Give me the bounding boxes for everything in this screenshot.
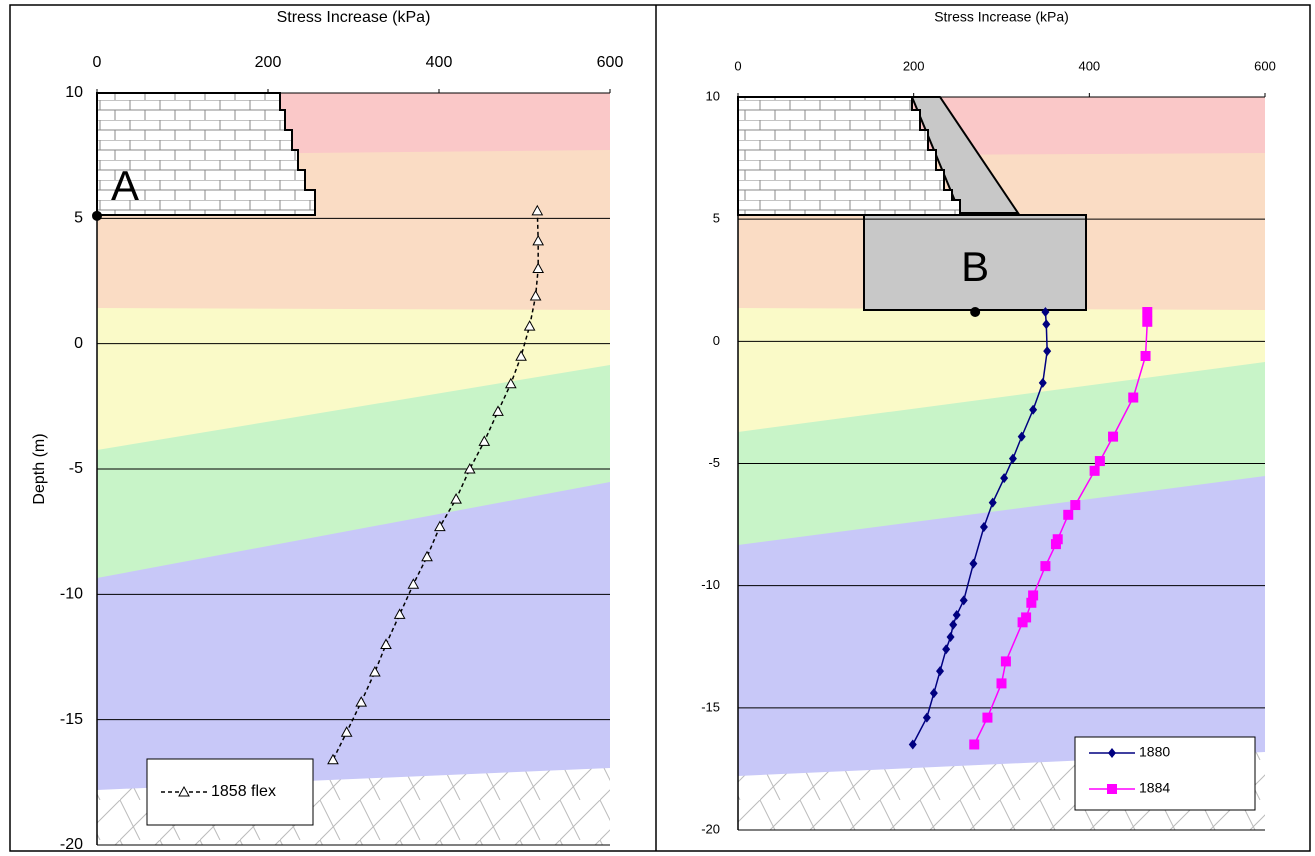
- marker: [1040, 561, 1051, 572]
- marker: [1000, 473, 1009, 484]
- annotation-label: B: [961, 243, 989, 290]
- legend-marker: [1108, 748, 1116, 758]
- marker: [369, 666, 381, 677]
- marker: [988, 497, 997, 508]
- y-tick-label: 5: [713, 211, 720, 226]
- y-tick-label: -5: [69, 460, 83, 477]
- x-tick-label: 200: [255, 54, 282, 71]
- marker: [949, 619, 958, 630]
- marker: [1026, 597, 1037, 608]
- marker: [1142, 316, 1153, 327]
- marker: [532, 262, 545, 273]
- marker: [1089, 465, 1100, 476]
- marker: [340, 726, 353, 737]
- marker: [523, 320, 536, 331]
- y-tick-label: 0: [74, 335, 83, 352]
- marker: [969, 739, 980, 750]
- legend-label: 1858 flex: [211, 783, 276, 800]
- marker: [1017, 431, 1026, 442]
- marker: [942, 644, 951, 655]
- marker: [380, 638, 392, 649]
- marker: [1140, 350, 1151, 361]
- marker: [922, 712, 931, 723]
- legend-label: 1884: [1139, 780, 1170, 796]
- marker: [1094, 456, 1105, 467]
- y-tick-label: -20: [701, 821, 720, 836]
- marker: [908, 739, 917, 750]
- x-tick-label: 400: [426, 54, 453, 71]
- x-tick-label: 0: [734, 58, 741, 73]
- marker: [946, 631, 955, 642]
- marker: [421, 550, 433, 562]
- marker: [996, 678, 1007, 689]
- y-tick-label: 0: [713, 333, 720, 348]
- marker: [450, 493, 462, 504]
- marker: [1017, 617, 1028, 628]
- marker: [1070, 500, 1081, 511]
- marker: [434, 520, 446, 532]
- marker: [1142, 307, 1153, 318]
- y-tick-label: -10: [60, 586, 83, 603]
- marker: [982, 712, 993, 723]
- series-line: [332, 210, 539, 761]
- marker: [1050, 539, 1061, 550]
- x-tick-label: 200: [903, 58, 925, 73]
- marker: [1063, 509, 1074, 520]
- marker: [355, 696, 368, 707]
- y-tick-label: -15: [60, 711, 83, 728]
- marker: [969, 558, 978, 569]
- legend-marker: [178, 785, 190, 797]
- marker: [1042, 319, 1051, 330]
- y-tick-label: 10: [65, 84, 83, 101]
- marker: [504, 377, 517, 389]
- marker: [393, 608, 406, 619]
- marker: [532, 234, 545, 246]
- legend-marker: [1107, 784, 1117, 794]
- x-tick-label: 600: [597, 54, 624, 71]
- marker: [515, 350, 527, 361]
- legend-label: 1880: [1139, 744, 1170, 760]
- marker: [529, 290, 542, 301]
- frame: [9, 4, 1311, 852]
- y-tick-label: 5: [74, 210, 83, 227]
- marker: [1041, 307, 1050, 318]
- legend-box: [1074, 736, 1256, 811]
- y-axis-title: Depth (m): [31, 433, 48, 504]
- marker: [959, 595, 968, 606]
- marker: [936, 666, 945, 677]
- marker: [531, 204, 544, 216]
- y-tick-label: 10: [706, 88, 720, 103]
- marker: [929, 688, 938, 699]
- marker: [1128, 392, 1139, 403]
- marker: [1038, 377, 1047, 388]
- marker: [979, 522, 988, 533]
- legend-box: [146, 758, 314, 826]
- annotation-label: A: [111, 162, 139, 209]
- annotation-point: [92, 210, 102, 221]
- marker: [1043, 346, 1052, 357]
- marker: [407, 578, 420, 589]
- y-tick-label: -20: [60, 836, 83, 853]
- x-tick-label: 0: [93, 54, 102, 71]
- x-tick-label: 600: [1254, 58, 1276, 73]
- marker: [1008, 453, 1017, 464]
- x-axis-title: Stress Increase (kPa): [277, 9, 431, 26]
- x-tick-label: 400: [1078, 58, 1100, 73]
- marker: [327, 753, 339, 765]
- marker: [478, 435, 491, 446]
- marker: [1000, 656, 1011, 667]
- marker: [952, 609, 961, 620]
- marker: [1029, 404, 1038, 415]
- annotation-point: [970, 307, 981, 318]
- marker: [463, 462, 476, 474]
- marker: [492, 405, 504, 416]
- y-tick-label: -10: [701, 577, 720, 592]
- y-tick-label: -15: [701, 699, 720, 714]
- x-axis-title: Stress Increase (kPa): [934, 9, 1069, 25]
- y-tick-label: -5: [708, 455, 720, 470]
- marker: [1108, 431, 1119, 442]
- marker: [1028, 590, 1039, 601]
